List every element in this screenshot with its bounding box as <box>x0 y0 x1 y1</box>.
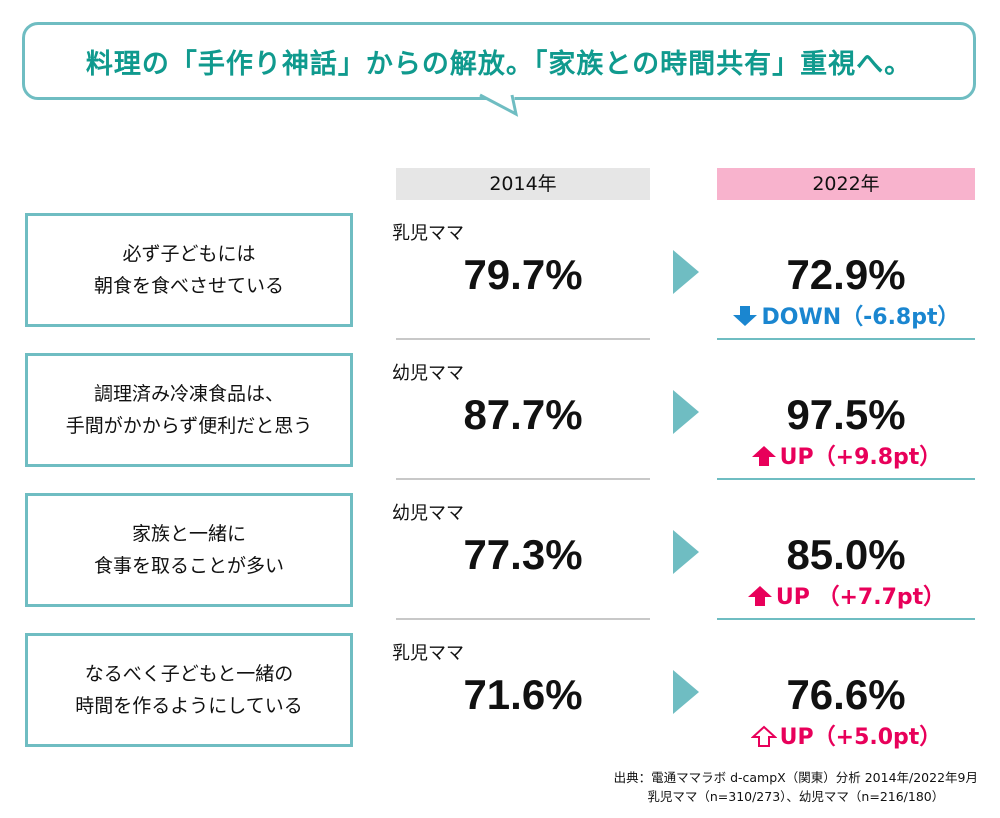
value-2014: 79.7% <box>463 251 583 298</box>
respondent-group: 乳児ママ <box>392 643 464 664</box>
change-label: UP （+7.7pt） <box>775 585 946 610</box>
value-2014: 71.6% <box>463 671 583 718</box>
change-label: UP（+5.0pt） <box>779 725 942 750</box>
column-header-2014: 2014年 <box>396 168 650 200</box>
speech-bubble-tail <box>478 92 519 117</box>
change-indicator: UP （+7.7pt） <box>717 579 975 611</box>
change-indicator: DOWN（-6.8pt） <box>717 299 975 331</box>
arrow-up-outline-icon <box>750 725 778 747</box>
arrow-up-icon <box>751 446 776 466</box>
divider <box>717 618 975 620</box>
source-line-1: 出典：電通ママラボ d-campX（関東）分析 2014年/2022年9月 <box>613 770 978 785</box>
triangle-arrow-icon <box>673 530 699 574</box>
table-row: なるべく子どもと一緒の 時間を作るようにしている 乳児ママ 71.6% 76.6… <box>0 633 1000 773</box>
value-2022: 97.5% <box>786 391 906 438</box>
triangle-arrow-icon <box>673 390 699 434</box>
change-label: UP（+9.8pt） <box>779 445 942 470</box>
table-row: 家族と一緒に 食事を取ることが多い 幼児ママ 77.3% 85.0% UP （+… <box>0 493 1000 633</box>
arrow-up-icon <box>747 586 772 606</box>
divider <box>717 478 975 480</box>
value-2014: 77.3% <box>463 531 583 578</box>
value-2022: 76.6% <box>786 671 906 718</box>
source-note: 出典：電通ママラボ d-campX（関東）分析 2014年/2022年9月 乳児… <box>614 768 978 806</box>
change-indicator: UP（+5.0pt） <box>717 719 975 751</box>
triangle-arrow-icon <box>673 250 699 294</box>
respondent-group: 幼児ママ <box>392 503 464 524</box>
arrow-down-icon <box>733 306 758 326</box>
value-2022: 72.9% <box>786 251 906 298</box>
triangle-arrow-icon <box>673 670 699 714</box>
divider <box>396 478 650 480</box>
value-2014: 87.7% <box>463 391 583 438</box>
divider <box>717 338 975 340</box>
headline: 料理の「手作り神話」からの解放。「家族との時間共有」重視へ。 <box>85 49 913 80</box>
column-header-2022: 2022年 <box>717 168 975 200</box>
source-line-2: 乳児ママ（n=310/273）、幼児ママ（n=216/180） <box>647 789 945 804</box>
row-label: 調理済み冷凍食品は、 手間がかからず便利だと思う <box>25 353 353 467</box>
change-indicator: UP（+9.8pt） <box>717 439 975 471</box>
divider <box>396 338 650 340</box>
change-label: DOWN（-6.8pt） <box>761 305 960 330</box>
table-row: 必ず子どもには 朝食を食べさせている 乳児ママ 79.7% 72.9% DOWN… <box>0 213 1000 353</box>
respondent-group: 幼児ママ <box>392 363 464 384</box>
row-label: 必ず子どもには 朝食を食べさせている <box>25 213 353 327</box>
row-label: なるべく子どもと一緒の 時間を作るようにしている <box>25 633 353 747</box>
respondent-group: 乳児ママ <box>392 223 464 244</box>
row-label: 家族と一緒に 食事を取ることが多い <box>25 493 353 607</box>
divider <box>396 618 650 620</box>
value-2022: 85.0% <box>786 531 906 578</box>
headline-bubble: 料理の「手作り神話」からの解放。「家族との時間共有」重視へ。 <box>22 22 976 100</box>
table-row: 調理済み冷凍食品は、 手間がかからず便利だと思う 幼児ママ 87.7% 97.5… <box>0 353 1000 493</box>
